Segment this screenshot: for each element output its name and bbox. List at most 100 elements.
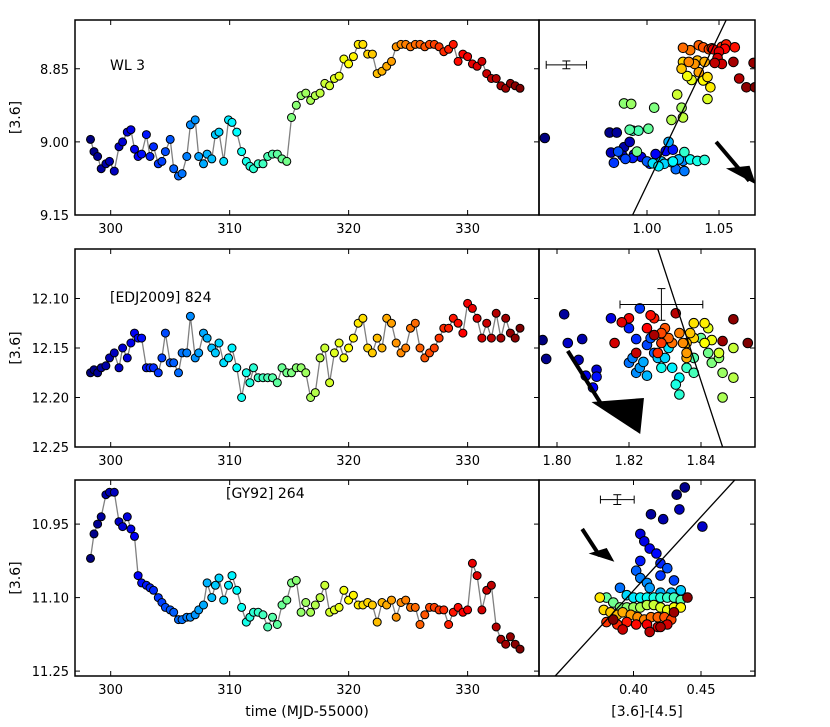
cmd-point bbox=[638, 356, 649, 368]
cmd-point bbox=[651, 548, 662, 559]
series-line bbox=[89, 491, 521, 650]
cmd-point bbox=[659, 352, 671, 364]
data-point bbox=[185, 311, 195, 321]
data-point bbox=[501, 313, 511, 323]
data-point bbox=[325, 378, 335, 388]
cmd-point bbox=[644, 626, 656, 638]
cmd-point bbox=[609, 337, 620, 349]
data-point bbox=[339, 585, 349, 595]
data-point bbox=[126, 338, 136, 348]
data-point bbox=[165, 134, 175, 144]
cmd-point bbox=[591, 371, 602, 383]
cmd-point bbox=[729, 42, 741, 53]
data-point bbox=[515, 323, 525, 333]
cmd-point bbox=[652, 347, 664, 359]
data-point bbox=[358, 313, 368, 323]
cmd-point bbox=[612, 146, 624, 157]
cmd-point bbox=[679, 482, 691, 493]
data-point bbox=[415, 620, 425, 629]
cmd-point bbox=[630, 619, 642, 630]
data-point bbox=[310, 600, 320, 610]
panels: 300 310 320 330 8.85 9.00 9.15 [3.6] WL 3 1.00 1.0… bbox=[8, 19, 756, 698]
data-point bbox=[145, 152, 155, 161]
data-point bbox=[272, 620, 282, 629]
x-tick-label: 1.82 bbox=[615, 454, 644, 469]
cmd-point bbox=[633, 125, 644, 136]
cmd-point bbox=[679, 165, 690, 177]
data-point bbox=[320, 343, 330, 353]
cmd-point bbox=[645, 310, 656, 321]
cmd-point bbox=[706, 357, 718, 369]
cmd-point bbox=[728, 342, 739, 354]
data-point bbox=[315, 88, 325, 98]
cmd-point bbox=[620, 153, 631, 165]
x-tick-label: 1.05 bbox=[705, 222, 734, 237]
data-point bbox=[491, 308, 501, 318]
data-point bbox=[202, 333, 212, 343]
data-point bbox=[429, 343, 439, 353]
data-point bbox=[310, 388, 320, 398]
cmd-point bbox=[705, 82, 716, 93]
data-point bbox=[329, 348, 339, 358]
x-tick-label: 1.00 bbox=[633, 222, 662, 237]
data-point bbox=[344, 59, 354, 69]
cmd-point bbox=[748, 57, 755, 69]
fit-line bbox=[657, 249, 724, 447]
data-point bbox=[149, 142, 158, 152]
data-point bbox=[344, 343, 354, 353]
cmd-point bbox=[674, 327, 685, 339]
cmd-point bbox=[624, 136, 636, 148]
data-point bbox=[93, 519, 103, 529]
data-point bbox=[109, 348, 119, 358]
cmd-point bbox=[709, 57, 721, 69]
cmd-point bbox=[728, 56, 739, 68]
data-point bbox=[448, 39, 458, 49]
data-point bbox=[482, 318, 492, 328]
data-point bbox=[157, 353, 167, 363]
cmd-point bbox=[648, 329, 660, 341]
data-point bbox=[467, 303, 477, 313]
cmd-point bbox=[668, 607, 680, 618]
data-point bbox=[515, 644, 525, 654]
color-magnitude-frame bbox=[538, 19, 756, 216]
cmd-point bbox=[717, 392, 728, 403]
data-point bbox=[157, 156, 167, 166]
data-point bbox=[232, 127, 242, 137]
data-point bbox=[348, 590, 358, 600]
x-tick-label: 320 bbox=[336, 683, 361, 698]
data-point bbox=[258, 159, 268, 169]
extinction-arrow-head bbox=[588, 548, 615, 562]
data-point bbox=[237, 602, 247, 612]
data-point bbox=[477, 605, 487, 615]
data-point bbox=[282, 156, 292, 166]
data-point bbox=[334, 338, 344, 348]
data-point bbox=[387, 56, 396, 66]
data-point bbox=[126, 524, 136, 534]
data-point bbox=[291, 575, 301, 585]
x-tick-label: 0.40 bbox=[619, 683, 648, 698]
data-point bbox=[137, 333, 147, 343]
x-tick-label: 1.80 bbox=[543, 454, 572, 469]
cmd-point bbox=[666, 362, 678, 374]
data-point bbox=[339, 353, 349, 363]
data-point bbox=[444, 620, 454, 629]
data-point bbox=[420, 610, 430, 620]
x-tick-label: 310 bbox=[217, 222, 242, 237]
cmd-point bbox=[676, 63, 687, 74]
data-point bbox=[227, 571, 237, 581]
data-point bbox=[86, 134, 95, 144]
cmd-point bbox=[617, 624, 629, 635]
panel-title: WL 3 bbox=[110, 58, 145, 74]
x-tick-label: 310 bbox=[217, 454, 242, 469]
y-tick-label: 12.20 bbox=[32, 392, 69, 407]
data-point bbox=[348, 333, 358, 343]
cmd-point bbox=[668, 575, 680, 586]
data-point bbox=[232, 363, 242, 373]
cmd-point bbox=[645, 509, 657, 520]
data-point bbox=[169, 164, 179, 174]
data-point bbox=[463, 52, 473, 62]
data-point bbox=[210, 348, 220, 358]
cmd-point bbox=[674, 504, 685, 515]
data-point bbox=[224, 580, 233, 590]
